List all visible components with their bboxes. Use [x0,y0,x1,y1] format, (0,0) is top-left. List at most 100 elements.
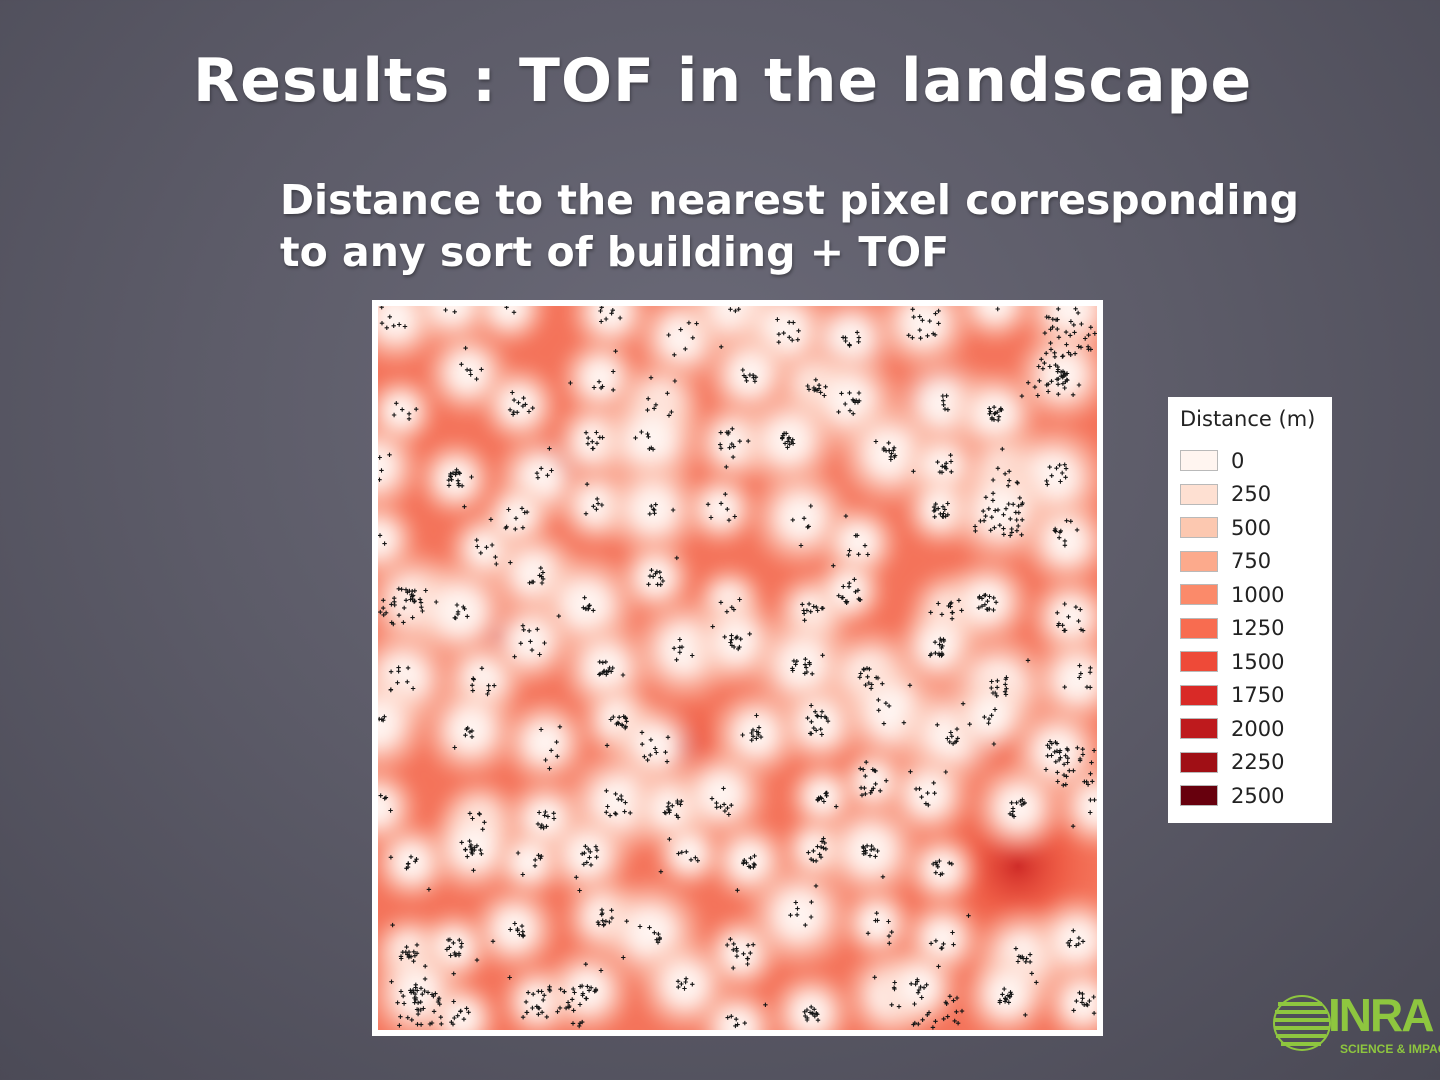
cross-icon [746,438,751,444]
cross-icon [1061,772,1067,778]
cross-icon [981,518,987,523]
cross-icon [684,849,689,854]
cross-icon [1065,378,1070,383]
cross-icon [695,858,700,863]
cross-icon [752,379,758,384]
cross-icon [718,430,723,435]
cross-icon [737,597,742,602]
cross-icon [989,415,995,420]
cross-icon [987,594,992,599]
cross-icon [1087,998,1092,1004]
cross-icon [1045,743,1050,748]
cross-icon [995,466,1001,471]
cross-icon [401,1001,407,1006]
cross-icon [1063,782,1068,787]
cross-icon [647,446,652,451]
cross-icon [908,769,913,774]
cross-icon [422,988,427,994]
cross-icon [801,516,807,521]
cross-icon [1000,446,1005,452]
cross-icon [688,857,694,862]
low-distance-zone [378,415,427,518]
cross-icon [823,384,828,389]
cross-icon [951,998,956,1003]
cross-icon [672,352,677,357]
cross-icon [733,635,739,641]
cross-icon [613,349,618,354]
cross-icon [809,719,814,724]
cross-icon [678,802,683,807]
cross-icon [467,838,472,844]
cross-icon [745,943,751,948]
cross-icon [942,507,947,512]
cross-icon [1029,971,1034,976]
cross-icon [725,507,730,512]
cross-icon [722,634,727,640]
cross-icon [449,477,454,482]
cross-icon [417,597,423,602]
cross-icon [865,674,870,679]
cross-icon [820,653,825,658]
cross-icon [616,797,621,802]
cross-icon [381,598,386,603]
cross-icon [536,989,541,994]
cross-icon [557,1005,563,1011]
cross-icon [582,595,587,600]
cross-icon [1075,310,1081,316]
low-distance-zone [958,946,1056,1030]
cross-icon [672,378,678,384]
cross-icon [1060,374,1066,379]
cross-icon [933,870,938,875]
cross-icon [381,605,386,611]
cross-icon [394,401,399,406]
cross-icon [1060,623,1065,628]
cross-icon [863,791,868,797]
cross-icon [896,1004,902,1009]
cross-icon [979,596,985,601]
distance-map [372,300,1103,1036]
cross-icon [947,994,953,999]
cross-icon [584,482,590,487]
legend-swatch [1180,517,1218,539]
cross-icon [943,769,948,775]
cross-icon [910,335,915,340]
cross-icon [1055,779,1060,784]
legend-item: 250 [1180,478,1332,512]
cross-icon [478,550,483,556]
cross-icon [387,452,392,457]
cross-icon [990,491,996,496]
cross-icon [886,440,891,446]
cross-icon [931,861,936,867]
cross-icon [400,950,405,955]
cross-icon [454,602,460,608]
cross-icon [590,446,595,451]
cross-icon [690,653,695,658]
cross-icon [598,968,604,973]
cross-icon [1050,317,1055,322]
cross-icon [906,333,911,338]
cross-icon [1065,756,1070,761]
cross-icon [1077,758,1083,763]
cross-icon [987,411,992,416]
cross-icon [989,713,994,718]
cross-icon [744,860,749,865]
cross-icon [934,862,940,867]
cross-icon [1001,532,1006,537]
cross-icon [939,945,945,951]
cross-icon [933,311,938,316]
cross-icon [809,899,814,905]
cross-icon [515,926,520,932]
cross-icon [682,986,687,991]
cross-icon [822,840,827,846]
cross-icon [539,822,544,828]
cross-icon [1027,959,1033,965]
cross-icon [1052,749,1057,755]
low-distance-zone [413,436,499,522]
cross-icon [825,719,831,724]
cross-icon [571,986,576,992]
cross-icon [1064,518,1069,523]
cross-icon [847,342,852,347]
cross-icon [665,391,670,396]
cross-icon [726,518,732,523]
cross-icon [1060,381,1066,386]
